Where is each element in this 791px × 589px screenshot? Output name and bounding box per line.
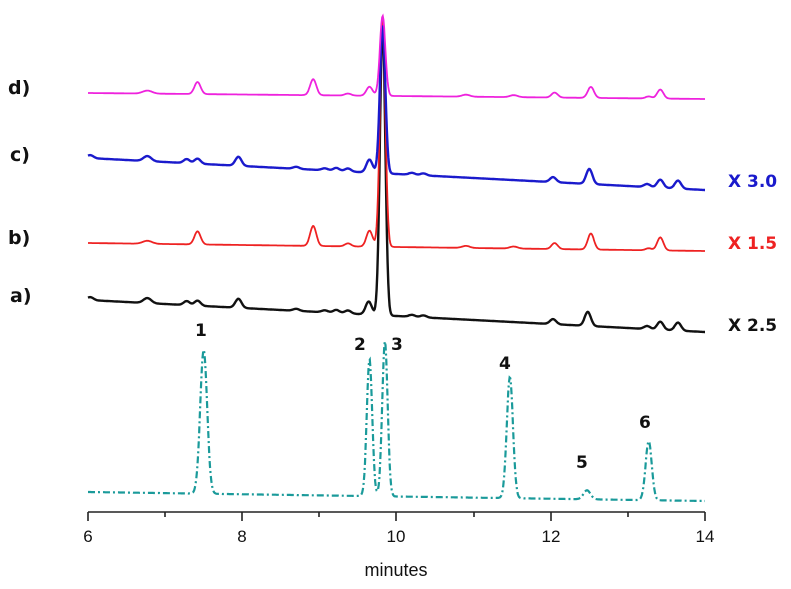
x-axis-title: minutes (364, 560, 427, 580)
trace-standard (88, 341, 705, 503)
trace-b (88, 17, 705, 252)
scale-label-c: X 3.0 (728, 172, 777, 192)
trace-c (87, 25, 705, 192)
traces-group (87, 13, 705, 503)
scale-label-a: X 2.5 (728, 316, 777, 336)
peak-label-1: 1 (195, 321, 207, 341)
peak-label-5: 5 (576, 453, 588, 473)
tick-label-12: 12 (542, 527, 561, 546)
trace-label-d: d) (8, 77, 30, 99)
tick-label-8: 8 (237, 527, 246, 546)
peak-label-6: 6 (639, 413, 651, 433)
trace-label-a: a) (10, 285, 32, 307)
trace-d (88, 13, 705, 100)
tick-label-6: 6 (83, 527, 92, 546)
peak-label-2: 2 (354, 335, 366, 355)
scale-label-b: X 1.5 (728, 234, 777, 254)
tick-label-10: 10 (387, 527, 406, 546)
trace-a (87, 25, 705, 334)
trace-label-b: b) (8, 227, 30, 249)
tick-label-14: 14 (696, 527, 715, 546)
peak-label-3: 3 (391, 335, 403, 355)
peak-label-4: 4 (499, 354, 511, 374)
x-axis (87, 511, 706, 521)
trace-label-c: c) (10, 144, 30, 166)
